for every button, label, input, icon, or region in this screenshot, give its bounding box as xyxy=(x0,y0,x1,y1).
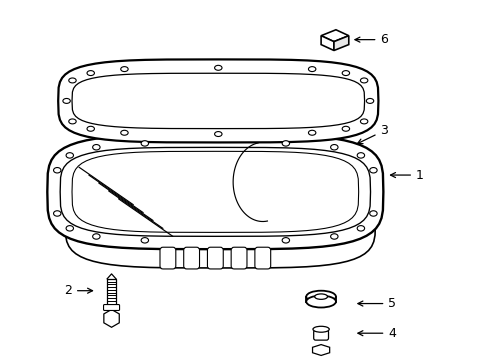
Ellipse shape xyxy=(53,167,61,173)
Ellipse shape xyxy=(342,126,349,131)
Ellipse shape xyxy=(360,78,367,83)
FancyBboxPatch shape xyxy=(231,247,246,269)
Text: 3: 3 xyxy=(357,124,387,144)
Ellipse shape xyxy=(121,67,128,72)
Polygon shape xyxy=(321,36,333,50)
Ellipse shape xyxy=(87,71,94,76)
Text: 2: 2 xyxy=(64,284,92,297)
Ellipse shape xyxy=(305,291,335,302)
FancyBboxPatch shape xyxy=(254,247,270,269)
Ellipse shape xyxy=(282,141,289,146)
FancyBboxPatch shape xyxy=(207,247,223,269)
Text: 6: 6 xyxy=(354,33,387,46)
Ellipse shape xyxy=(330,144,337,150)
Ellipse shape xyxy=(121,130,128,135)
Text: 1: 1 xyxy=(390,168,423,181)
Ellipse shape xyxy=(53,211,61,216)
Text: 4: 4 xyxy=(357,327,395,340)
Ellipse shape xyxy=(69,78,76,83)
Ellipse shape xyxy=(366,98,373,103)
FancyBboxPatch shape xyxy=(313,330,328,340)
Polygon shape xyxy=(58,59,378,143)
FancyBboxPatch shape xyxy=(183,247,199,269)
Ellipse shape xyxy=(141,141,148,146)
Polygon shape xyxy=(321,30,348,42)
Text: 5: 5 xyxy=(357,297,395,310)
Ellipse shape xyxy=(356,153,364,158)
FancyBboxPatch shape xyxy=(103,305,120,310)
Ellipse shape xyxy=(308,130,315,135)
Ellipse shape xyxy=(214,66,222,70)
Ellipse shape xyxy=(66,153,73,158)
Ellipse shape xyxy=(282,238,289,243)
Polygon shape xyxy=(312,345,329,355)
Ellipse shape xyxy=(356,226,364,231)
Ellipse shape xyxy=(305,296,335,307)
Ellipse shape xyxy=(369,167,376,173)
Ellipse shape xyxy=(92,234,100,239)
Polygon shape xyxy=(103,310,119,327)
Ellipse shape xyxy=(342,71,349,76)
Ellipse shape xyxy=(330,234,337,239)
Polygon shape xyxy=(47,135,383,249)
Ellipse shape xyxy=(308,67,315,72)
Ellipse shape xyxy=(69,119,76,124)
Ellipse shape xyxy=(141,238,148,243)
Ellipse shape xyxy=(312,326,328,332)
Polygon shape xyxy=(333,36,348,50)
Ellipse shape xyxy=(369,211,376,216)
Ellipse shape xyxy=(92,144,100,150)
Ellipse shape xyxy=(66,226,73,231)
Polygon shape xyxy=(65,171,375,268)
Ellipse shape xyxy=(87,126,94,131)
Ellipse shape xyxy=(314,294,327,300)
FancyBboxPatch shape xyxy=(160,247,176,269)
Ellipse shape xyxy=(214,131,222,136)
Ellipse shape xyxy=(360,119,367,124)
Ellipse shape xyxy=(63,98,70,103)
